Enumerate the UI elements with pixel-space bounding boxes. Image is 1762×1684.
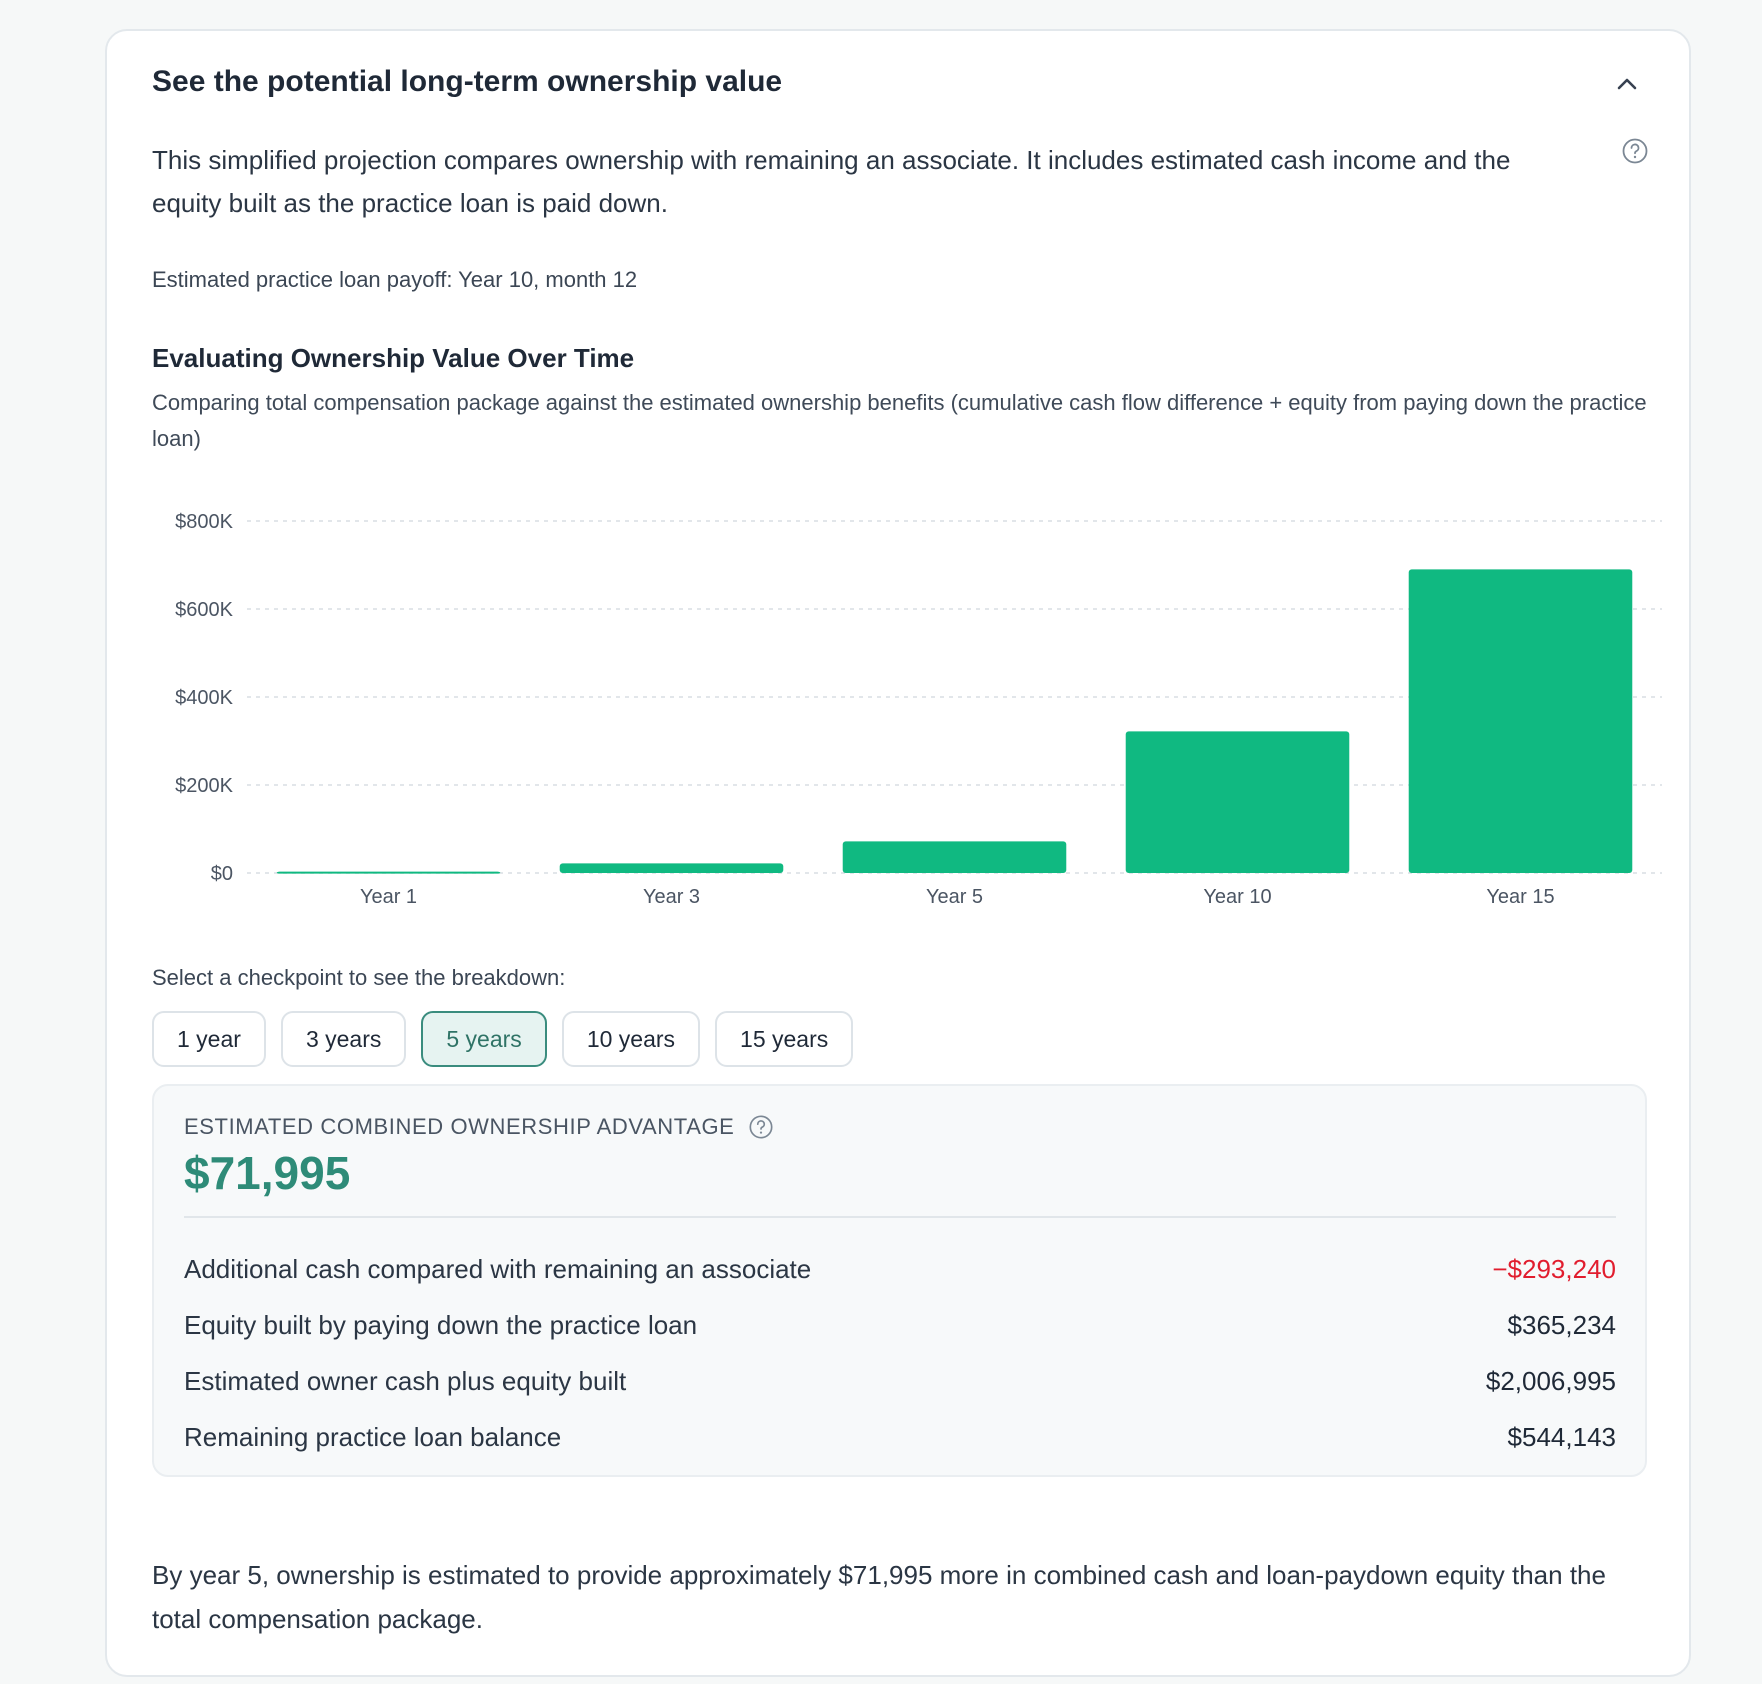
loan-payoff-note: Estimated practice loan payoff: Year 10,…: [152, 267, 638, 292]
ownership-bar-chart: $0 $200K $400K $600K $800K Year 1 Year 3 Year 5…: [175, 511, 1662, 908]
breakdown-row: Estimated owner cash plus equity built $…: [184, 1366, 1616, 1397]
breakdown-row: Equity built by paying down the practice…: [184, 1310, 1616, 1341]
checkpoint-5-years-button[interactable]: 5 years: [421, 1011, 547, 1067]
row-value: $544,143: [1507, 1422, 1616, 1452]
checkpoint-3-years-button[interactable]: 3 years: [280, 1011, 407, 1067]
bar-year-3[interactable]: [559, 863, 784, 873]
bar-year-5[interactable]: [842, 841, 1067, 873]
breakdown-panel: ESTIMATED COMBINED OWNERSHIP ADVANTAGE $…: [152, 1084, 1647, 1477]
row-label: Equity built by paying down the practice…: [184, 1310, 698, 1340]
checkpoint-prompt: Select a checkpoint to see the breakdown…: [152, 965, 566, 990]
breakdown-label: ESTIMATED COMBINED OWNERSHIP ADVANTAGE: [184, 1114, 735, 1139]
row-value: $365,234: [1507, 1310, 1616, 1340]
x-tick-label: Year 5: [926, 886, 983, 908]
bar-year-1[interactable]: [276, 871, 501, 874]
row-value: $2,006,995: [1485, 1366, 1616, 1396]
x-tick-label: Year 15: [1486, 886, 1554, 908]
breakdown-row: Remaining practice loan balance $544,143: [184, 1422, 1616, 1453]
row-label: Remaining practice loan balance: [184, 1422, 562, 1452]
bar-year-15[interactable]: [1408, 569, 1633, 873]
checkpoint-10-years-button[interactable]: 10 years: [561, 1011, 701, 1067]
checkpoint-1-year-button[interactable]: 1 year: [152, 1011, 266, 1067]
intro-description: This simplified projection compares owne…: [152, 145, 1511, 218]
y-tick-label: $0: [211, 863, 233, 885]
advantage-amount: $71,995: [184, 1147, 351, 1199]
row-label: Estimated owner cash plus equity built: [184, 1366, 627, 1396]
y-tick-label: $400K: [175, 687, 233, 709]
y-tick-label: $800K: [175, 511, 233, 533]
checkpoint-buttons: 1 year 3 years 5 years 10 years 15 years: [152, 1011, 854, 1067]
bar-year-10[interactable]: [1125, 731, 1350, 873]
ownership-value-card: See the potential long-term ownership va…: [105, 29, 1691, 1677]
x-tick-label: Year 10: [1203, 886, 1271, 908]
checkpoint-15-years-button[interactable]: 15 years: [715, 1011, 854, 1067]
y-tick-label: $200K: [175, 775, 233, 797]
breakdown-heading: ESTIMATED COMBINED OWNERSHIP ADVANTAGE: [184, 1114, 774, 1140]
y-tick-label: $600K: [175, 599, 233, 621]
breakdown-row: Additional cash compared with remaining …: [184, 1254, 1616, 1285]
breakdown-divider: [184, 1216, 1616, 1218]
row-label: Additional cash compared with remaining …: [184, 1254, 812, 1284]
help-circle-icon[interactable]: [748, 1114, 774, 1140]
x-tick-label: Year 3: [643, 886, 700, 908]
x-tick-label: Year 1: [360, 886, 417, 908]
chart-title: Evaluating Ownership Value Over Time: [152, 343, 635, 373]
chevron-up-icon[interactable]: [1614, 73, 1640, 95]
chart-subtitle: Comparing total compensation package aga…: [152, 390, 1647, 451]
section-title: See the potential long-term ownership va…: [152, 65, 783, 98]
summary-text: By year 5, ownership is estimated to pro…: [152, 1560, 1606, 1634]
row-value: −$293,240: [1492, 1254, 1616, 1284]
help-circle-icon[interactable]: [1621, 137, 1649, 165]
